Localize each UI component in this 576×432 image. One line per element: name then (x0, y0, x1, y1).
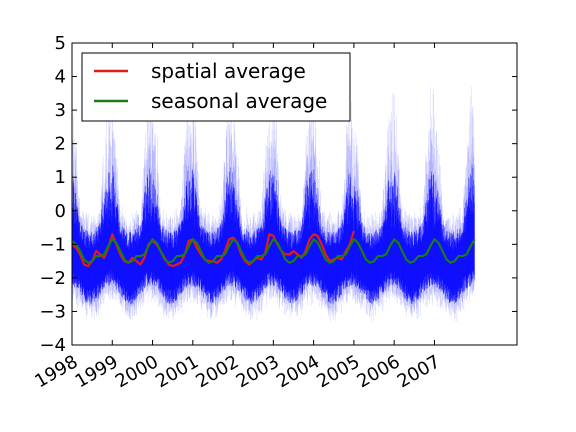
legend-label-spatial-average: spatial average (151, 59, 306, 83)
y-tick-label: −2 (39, 268, 66, 289)
y-tick-label: 0 (55, 201, 66, 222)
series-line-seasonal-average (71, 238, 476, 264)
y-tick-label: 1 (55, 167, 66, 188)
legend-label-seasonal-average: seasonal average (151, 89, 327, 113)
y-tick-label: −4 (39, 335, 66, 356)
y-tick-label: 4 (55, 67, 66, 88)
y-tick-label: 5 (55, 33, 66, 54)
series-layer (71, 230, 476, 268)
legend: spatial average seasonal average (81, 52, 351, 122)
x-tick-label: 2007 (394, 351, 444, 392)
plot-frame (71, 42, 518, 346)
y-tick-label: 2 (55, 134, 66, 155)
legend-frame (81, 52, 351, 122)
y-tick-label: −3 (39, 301, 66, 322)
y-tick-label: 3 (55, 100, 66, 121)
y-tick-label: −1 (39, 234, 66, 255)
